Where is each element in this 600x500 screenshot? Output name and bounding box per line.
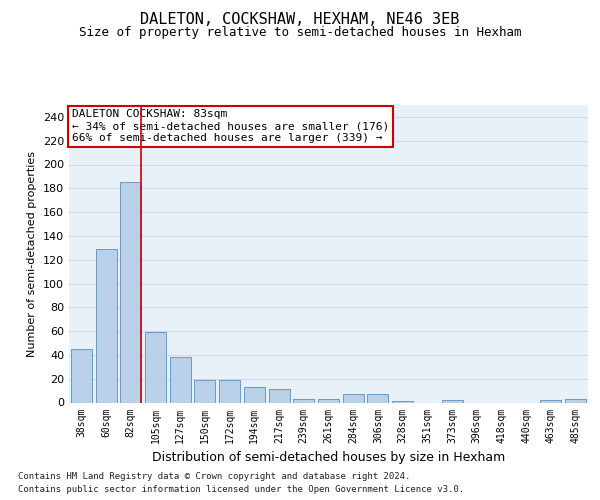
Text: DALETON, COCKSHAW, HEXHAM, NE46 3EB: DALETON, COCKSHAW, HEXHAM, NE46 3EB: [140, 12, 460, 28]
Text: Size of property relative to semi-detached houses in Hexham: Size of property relative to semi-detach…: [79, 26, 521, 39]
Bar: [269, 390, 290, 402]
Bar: [293, 399, 314, 402]
X-axis label: Distribution of semi-detached houses by size in Hexham: Distribution of semi-detached houses by …: [152, 451, 505, 464]
Text: DALETON COCKSHAW: 83sqm
← 34% of semi-detached houses are smaller (176)
66% of s: DALETON COCKSHAW: 83sqm ← 34% of semi-de…: [71, 110, 389, 142]
Bar: [194, 380, 215, 402]
Bar: [95, 249, 116, 402]
Bar: [71, 349, 92, 403]
Bar: [343, 394, 364, 402]
Bar: [367, 394, 388, 402]
Bar: [219, 380, 240, 402]
Bar: [565, 399, 586, 402]
Y-axis label: Number of semi-detached properties: Number of semi-detached properties: [28, 151, 37, 357]
Bar: [244, 387, 265, 402]
Bar: [145, 332, 166, 402]
Bar: [170, 358, 191, 403]
Bar: [442, 400, 463, 402]
Bar: [541, 400, 562, 402]
Bar: [120, 182, 141, 402]
Text: Contains public sector information licensed under the Open Government Licence v3: Contains public sector information licen…: [18, 485, 464, 494]
Text: Contains HM Land Registry data © Crown copyright and database right 2024.: Contains HM Land Registry data © Crown c…: [18, 472, 410, 481]
Bar: [318, 399, 339, 402]
